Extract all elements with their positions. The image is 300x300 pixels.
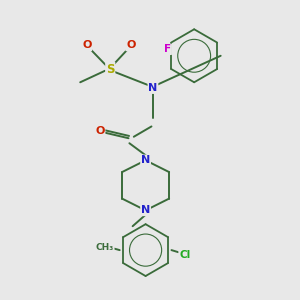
Text: O: O	[82, 40, 92, 50]
Text: N: N	[141, 155, 150, 165]
Text: O: O	[95, 126, 105, 136]
Text: O: O	[126, 40, 136, 50]
Text: N: N	[141, 206, 150, 215]
Text: CH₃: CH₃	[96, 243, 114, 252]
Text: N: N	[148, 83, 158, 93]
Text: Cl: Cl	[179, 250, 190, 260]
Text: F: F	[164, 44, 171, 54]
Text: S: S	[106, 62, 115, 76]
